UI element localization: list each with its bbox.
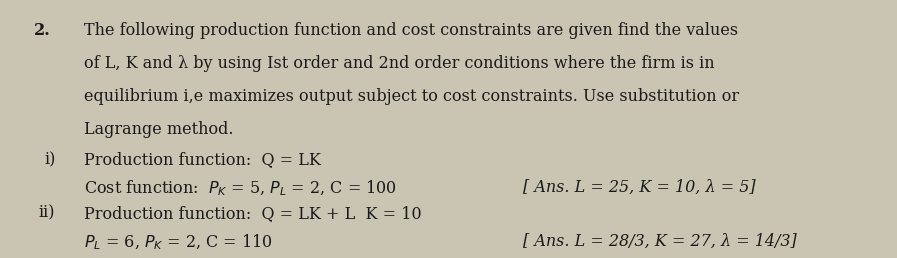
Text: ii): ii): [38, 205, 55, 222]
Text: Cost function:  $P_K$ = 5, $P_L$ = 2, C = 100: Cost function: $P_K$ = 5, $P_L$ = 2, C =…: [83, 179, 396, 198]
Text: Lagrange method.: Lagrange method.: [83, 121, 233, 138]
Text: Production function:  Q = LK: Production function: Q = LK: [83, 151, 320, 168]
Text: 2.: 2.: [33, 22, 50, 39]
Text: equilibrium i,e maximizes output subject to cost constraints. Use substitution o: equilibrium i,e maximizes output subject…: [83, 88, 739, 105]
Text: Production function:  Q = LK + L  K = 10: Production function: Q = LK + L K = 10: [83, 205, 422, 222]
Text: The following production function and cost constraints are given find the values: The following production function and co…: [83, 22, 738, 39]
Text: [ Ans. L = 25, K = 10, λ = 5]: [ Ans. L = 25, K = 10, λ = 5]: [523, 179, 756, 196]
Text: i): i): [44, 151, 56, 168]
Text: [ Ans. L = 28/3, K = 27, λ = 14/3]: [ Ans. L = 28/3, K = 27, λ = 14/3]: [523, 233, 797, 250]
Text: of L, K and λ by using Ist order and 2nd order conditions where the firm is in: of L, K and λ by using Ist order and 2nd…: [83, 55, 714, 72]
Text: $P_L$ = 6, $P_K$ = 2, C = 110: $P_L$ = 6, $P_K$ = 2, C = 110: [83, 233, 273, 253]
